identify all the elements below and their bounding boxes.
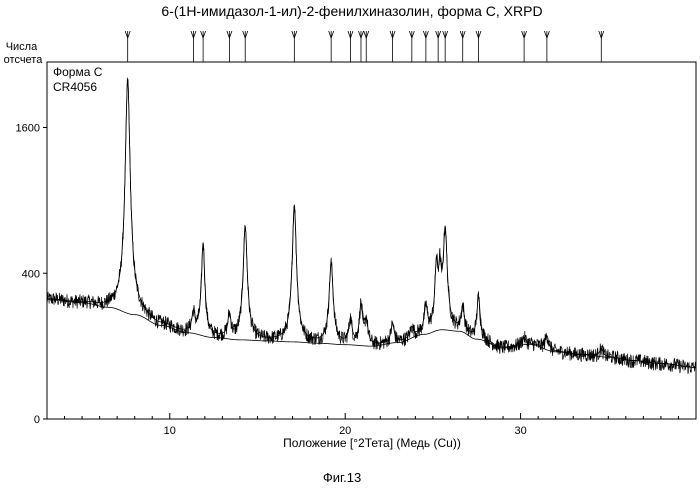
x-tick-label: 30 bbox=[514, 425, 526, 437]
x-axis-label: Положение [°2Тета] (Медь (Cu)) bbox=[283, 436, 461, 450]
x-tick-label: 10 bbox=[164, 425, 176, 437]
y-axis-label: Числа отсчета bbox=[4, 41, 44, 66]
y-tick-label: 400 bbox=[22, 268, 40, 280]
fitted-pattern-line bbox=[47, 80, 696, 367]
x-axis: 102030 bbox=[47, 413, 696, 437]
y-axis: 0 400 1600 bbox=[16, 123, 47, 426]
figure-caption: Фиг.13 bbox=[323, 470, 361, 485]
peak-markers bbox=[125, 31, 604, 62]
y-axis-label-line1: Числа bbox=[6, 41, 38, 53]
y-tick-label: 1600 bbox=[16, 123, 40, 135]
observed-pattern-line bbox=[47, 78, 696, 374]
chart-title: 6-(1H-имидазол-1-ил)-2-фенилхиназолин, ф… bbox=[161, 3, 542, 19]
y-tick-label: 0 bbox=[34, 414, 40, 426]
y-axis-label-line2: отсчета bbox=[4, 54, 44, 66]
annotation-form: Форма C bbox=[53, 65, 103, 79]
plot-frame bbox=[47, 62, 696, 419]
annotation-code: CR4056 bbox=[53, 80, 97, 94]
